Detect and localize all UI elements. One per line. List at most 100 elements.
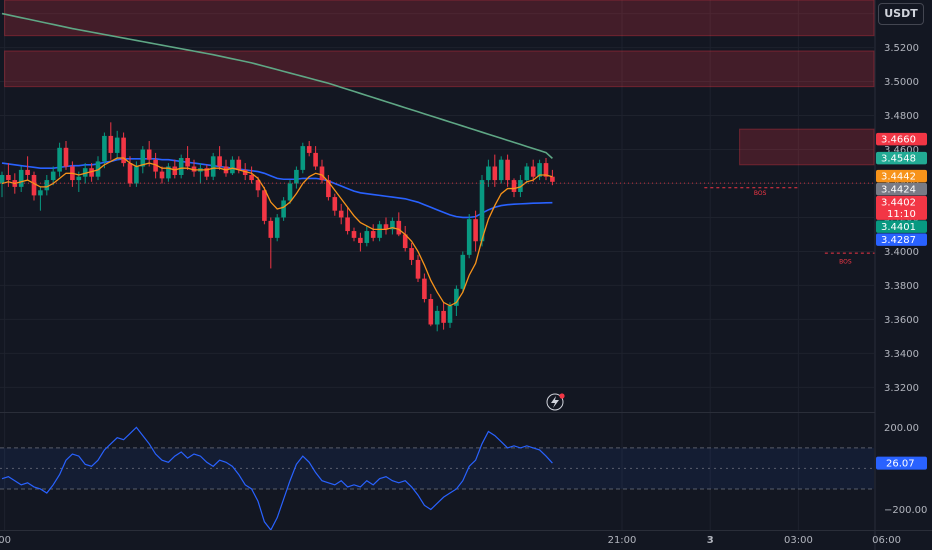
candle xyxy=(479,174,485,247)
candle-body xyxy=(44,180,50,191)
price-tag-bg xyxy=(876,195,927,220)
candle xyxy=(511,178,517,198)
candle xyxy=(31,171,37,201)
candle xyxy=(530,159,536,182)
candle xyxy=(434,305,440,332)
candle xyxy=(460,251,466,293)
ma-blue-line xyxy=(1,158,553,219)
candle xyxy=(153,152,158,179)
candle xyxy=(44,174,50,196)
price-tag-label: 3.4424 xyxy=(881,184,916,195)
candle-body xyxy=(18,169,24,187)
candle-body xyxy=(82,168,88,177)
candle-body xyxy=(153,159,158,172)
candle-body xyxy=(505,159,510,181)
candle-body xyxy=(102,135,107,162)
candle-body xyxy=(326,180,331,198)
price-tag-bg xyxy=(876,220,927,233)
candle-body xyxy=(390,220,395,230)
candle-body xyxy=(242,169,248,175)
candle xyxy=(543,158,549,181)
candle xyxy=(358,232,363,252)
time-axis-labels: 0021:00303:0006:0009:0012:0015:0018:0021… xyxy=(0,535,901,546)
cci-current-tag: 26.07 xyxy=(876,456,927,470)
candle xyxy=(140,146,146,174)
candle xyxy=(370,224,376,242)
candle xyxy=(108,122,114,160)
cci-current-bg xyxy=(876,456,927,470)
candle xyxy=(281,197,286,221)
time-tick-label: 21:00 xyxy=(608,535,637,546)
candle-body xyxy=(338,210,344,218)
candle xyxy=(454,285,459,317)
candle-body xyxy=(255,180,261,191)
candle xyxy=(518,174,523,198)
candle xyxy=(178,154,184,179)
candle xyxy=(127,156,133,187)
candle xyxy=(409,242,414,266)
candle-body xyxy=(441,310,446,323)
candle xyxy=(505,154,510,187)
candle xyxy=(249,166,254,184)
zone-0 xyxy=(4,0,875,37)
candle xyxy=(230,156,235,175)
candle xyxy=(492,154,498,187)
candle-body xyxy=(191,166,197,172)
candle-body xyxy=(287,183,293,201)
candle xyxy=(166,163,171,182)
candle xyxy=(262,186,267,225)
candle-body xyxy=(127,163,133,184)
candle xyxy=(38,186,43,211)
candle xyxy=(537,159,542,181)
cci-tick-label: −200.00 xyxy=(884,505,927,516)
candle-body xyxy=(396,220,402,235)
candle-body xyxy=(63,147,69,167)
cci-band-fill xyxy=(0,447,874,489)
candle-body xyxy=(166,166,171,179)
candle xyxy=(345,207,350,235)
candle-body xyxy=(466,219,472,255)
cci-tick-label: 200.00 xyxy=(884,423,919,434)
candle-body xyxy=(370,231,376,238)
candle xyxy=(114,130,120,160)
candle-body xyxy=(550,176,555,182)
structure-label: BOS xyxy=(754,190,767,197)
candle-body xyxy=(454,288,459,306)
cci-line xyxy=(1,426,553,532)
price-tag-label: 3.4442 xyxy=(881,171,916,182)
cci-current-label: 26.07 xyxy=(886,459,915,470)
candle-body xyxy=(140,149,146,167)
candle-body xyxy=(447,305,453,323)
candle-body xyxy=(479,180,485,242)
candle xyxy=(172,159,178,179)
candle-body xyxy=(486,166,491,181)
candle-body xyxy=(428,299,434,325)
candle-body xyxy=(281,200,286,218)
price-tag: 3.4401 xyxy=(876,220,927,233)
structure-label: BOS xyxy=(839,258,852,265)
candle-body xyxy=(89,168,94,177)
candle xyxy=(50,166,56,186)
candle-body xyxy=(210,156,216,177)
candle-body xyxy=(524,166,530,181)
candle-body xyxy=(351,231,357,238)
price-tag-bg xyxy=(876,182,927,196)
candle xyxy=(0,171,5,198)
zone-1 xyxy=(4,50,875,88)
candle xyxy=(338,203,344,225)
price-tick-label: 3.3200 xyxy=(884,383,919,394)
candle xyxy=(364,225,370,247)
candle-body xyxy=(492,166,498,181)
price-tag-bg xyxy=(876,233,927,246)
candle-body xyxy=(345,217,350,232)
currency-button[interactable]: USDT xyxy=(878,3,924,25)
candle xyxy=(25,156,30,181)
zone-2 xyxy=(739,128,875,166)
candle-body xyxy=(108,135,114,153)
candle xyxy=(146,141,152,167)
price-tag: 3.4442 xyxy=(876,169,927,183)
price-tag-bg xyxy=(876,132,927,146)
